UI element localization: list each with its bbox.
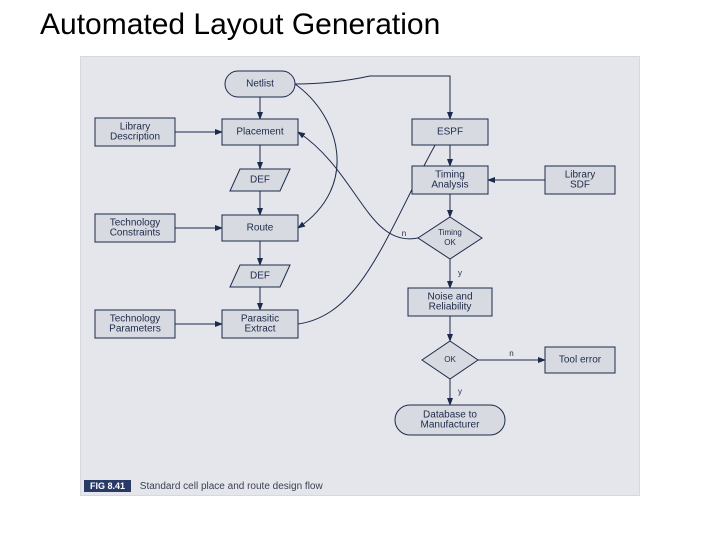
node-techcons: TechnologyConstraints	[95, 214, 175, 242]
svg-text:Extract: Extract	[244, 324, 275, 335]
svg-text:DEF: DEF	[250, 175, 270, 186]
node-route: Route	[222, 215, 298, 241]
node-dbmfg: Database toManufacturer	[395, 405, 505, 435]
figure-caption-text: Standard cell place and route design flo…	[140, 481, 323, 492]
node-espf: ESPF	[412, 119, 488, 145]
svg-text:Netlist: Netlist	[246, 79, 274, 90]
node-libsdf: LibrarySDF	[545, 166, 615, 194]
figure-tag: FIG 8.41	[84, 480, 131, 492]
node-ok: OK	[422, 341, 478, 379]
svg-text:Manufacturer: Manufacturer	[421, 420, 481, 431]
page-title: Automated Layout Generation	[40, 8, 440, 42]
node-timingok: TimingOK	[418, 217, 482, 259]
svg-text:Description: Description	[110, 132, 160, 143]
node-netlist: Netlist	[225, 71, 295, 97]
svg-text:y: y	[458, 387, 462, 396]
svg-text:OK: OK	[444, 355, 456, 364]
svg-text:ESPF: ESPF	[437, 127, 463, 138]
svg-text:Analysis: Analysis	[431, 180, 468, 191]
node-noise: Noise andReliability	[408, 288, 492, 316]
node-libdesc: LibraryDescription	[95, 118, 175, 146]
figure-caption: FIG 8.41 Standard cell place and route d…	[84, 481, 323, 492]
svg-text:SDF: SDF	[570, 180, 590, 191]
node-toolerr: Tool error	[545, 347, 615, 373]
svg-text:n: n	[402, 229, 406, 238]
svg-text:Reliability: Reliability	[429, 302, 472, 313]
node-timing: TimingAnalysis	[412, 166, 488, 194]
svg-text:OK: OK	[444, 238, 456, 247]
node-def1: DEF	[230, 169, 290, 191]
node-techparams: TechnologyParameters	[95, 310, 175, 338]
svg-text:DEF: DEF	[250, 271, 270, 282]
svg-text:Placement: Placement	[236, 127, 283, 138]
svg-text:Parameters: Parameters	[109, 324, 161, 335]
slide: Automated Layout Generation y y n n Netlist…	[0, 0, 720, 540]
svg-text:Timing: Timing	[438, 228, 462, 237]
flowchart: y y n n Netlist LibraryDescription Placement D…	[80, 56, 640, 496]
svg-text:Tool error: Tool error	[559, 355, 602, 366]
node-def2: DEF	[230, 265, 290, 287]
node-pextract: ParasiticExtract	[222, 310, 298, 338]
svg-text:Constraints: Constraints	[110, 228, 161, 239]
svg-text:Route: Route	[247, 223, 274, 234]
svg-text:n: n	[509, 349, 513, 358]
node-placement: Placement	[222, 119, 298, 145]
svg-text:y: y	[458, 269, 462, 278]
